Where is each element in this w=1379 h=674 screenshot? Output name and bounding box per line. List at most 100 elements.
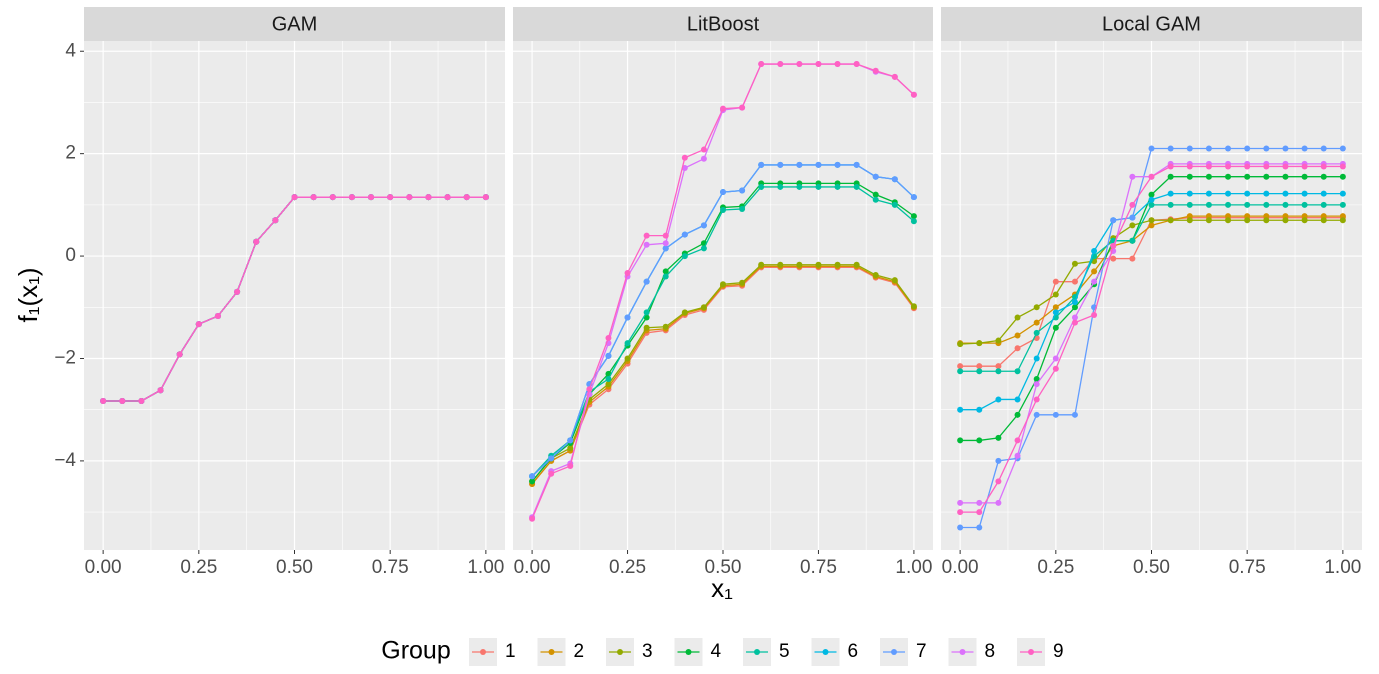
data-point — [1205, 201, 1212, 208]
y-tick-label: 0 — [65, 245, 76, 266]
data-point — [995, 363, 1002, 370]
data-point — [1225, 173, 1232, 180]
data-point — [957, 499, 964, 506]
data-point — [1320, 190, 1327, 197]
legend-label: 3 — [642, 641, 653, 662]
data-point — [1186, 201, 1193, 208]
data-point — [1263, 217, 1270, 224]
data-point — [1225, 201, 1232, 208]
data-point — [1071, 319, 1078, 326]
data-point — [700, 304, 707, 311]
data-point — [1186, 163, 1193, 170]
data-point — [1282, 173, 1289, 180]
x-tick-label: 1.00 — [1324, 557, 1361, 578]
legend-key-point — [891, 649, 897, 655]
data-point — [777, 161, 784, 168]
data-point — [976, 524, 983, 531]
data-point — [662, 240, 669, 247]
data-point — [739, 205, 746, 212]
data-point — [1052, 355, 1059, 362]
legend-title: Group — [381, 637, 450, 665]
strip — [941, 7, 1362, 41]
data-point — [1244, 145, 1251, 152]
data-point — [1301, 190, 1308, 197]
data-point — [482, 194, 489, 201]
data-point — [1282, 145, 1289, 152]
data-point — [567, 463, 574, 470]
data-point — [348, 194, 355, 201]
data-point — [1244, 163, 1251, 170]
data-point — [1148, 191, 1155, 198]
data-point — [1339, 163, 1346, 170]
data-point — [1301, 163, 1308, 170]
data-point — [1014, 396, 1021, 403]
data-point — [272, 217, 279, 224]
data-point — [1071, 260, 1078, 267]
data-point — [910, 213, 917, 220]
data-point — [853, 61, 860, 68]
legend-key-point — [617, 649, 623, 655]
data-point — [891, 176, 898, 183]
data-point — [834, 61, 841, 68]
data-point — [1091, 311, 1098, 318]
legend-key-point — [480, 649, 486, 655]
data-point — [1301, 201, 1308, 208]
data-point — [815, 61, 822, 68]
data-point — [1320, 145, 1327, 152]
data-point — [1205, 173, 1212, 180]
data-point — [1167, 145, 1174, 152]
data-point — [995, 499, 1002, 506]
data-point — [662, 232, 669, 239]
data-point — [643, 324, 650, 331]
data-point — [891, 277, 898, 284]
data-point — [605, 352, 612, 359]
data-point — [1167, 173, 1174, 180]
data-point — [758, 183, 765, 190]
data-point — [643, 309, 650, 316]
data-point — [700, 146, 707, 153]
data-point — [995, 396, 1002, 403]
data-point — [1091, 278, 1098, 285]
data-point — [1052, 365, 1059, 372]
data-point — [1225, 190, 1232, 197]
data-point — [1014, 332, 1021, 339]
data-point — [815, 183, 822, 190]
data-point — [176, 351, 183, 358]
data-point — [195, 321, 202, 328]
data-point — [777, 261, 784, 268]
data-point — [777, 183, 784, 190]
data-point — [1282, 201, 1289, 208]
data-point — [976, 437, 983, 444]
x-tick-label: 0.00 — [85, 557, 122, 578]
data-point — [1167, 217, 1174, 224]
data-point — [1033, 329, 1040, 336]
x-tick-label: 0.25 — [180, 557, 217, 578]
legend-key-point — [959, 649, 966, 655]
data-point — [1225, 217, 1232, 224]
data-point — [995, 337, 1002, 344]
data-point — [643, 278, 650, 285]
x-tick-label: 0.75 — [1229, 557, 1266, 578]
data-point — [1052, 304, 1059, 311]
data-point — [1071, 411, 1078, 418]
data-point — [1244, 217, 1251, 224]
data-point — [1205, 217, 1212, 224]
data-point — [834, 161, 841, 168]
data-point — [1320, 201, 1327, 208]
data-point — [1282, 163, 1289, 170]
data-point — [1033, 396, 1040, 403]
data-point — [1263, 173, 1270, 180]
data-point — [119, 397, 126, 404]
data-point — [872, 191, 879, 198]
x-tick-label: 0.50 — [705, 557, 742, 578]
data-point — [758, 61, 765, 68]
y-axis-label: f₁(x₁) — [13, 267, 43, 322]
data-point — [910, 218, 917, 225]
x-tick-label: 0.75 — [800, 557, 837, 578]
data-point — [910, 194, 917, 201]
data-point — [1071, 314, 1078, 321]
x-tick-label: 1.00 — [895, 557, 932, 578]
data-point — [872, 67, 879, 74]
